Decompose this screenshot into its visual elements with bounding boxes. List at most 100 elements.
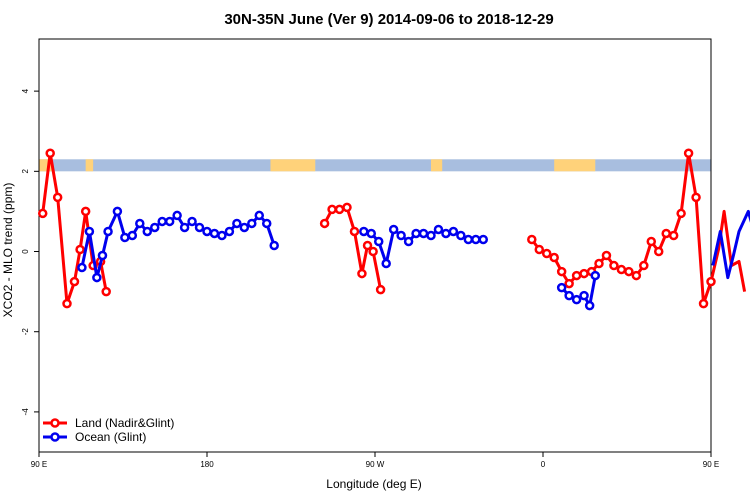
data-point: [149, 222, 160, 233]
series-layer: [37, 148, 750, 311]
legend-marker: [50, 432, 60, 442]
data-point: [112, 206, 123, 217]
data-point: [609, 260, 619, 271]
data-point: [254, 210, 265, 221]
data-point: [92, 272, 102, 283]
data-point: [224, 226, 235, 237]
data-point: [534, 244, 545, 255]
data-point: [101, 286, 111, 297]
data-point: [362, 240, 373, 251]
data-point: [691, 192, 701, 203]
data-point: [646, 236, 657, 247]
data-point: [164, 216, 175, 227]
data-point: [426, 230, 436, 241]
data-point: [327, 204, 337, 215]
data-point: [97, 250, 108, 261]
data-point: [261, 218, 272, 229]
data-point: [683, 148, 694, 159]
data-point: [403, 236, 414, 247]
data-point: [631, 270, 642, 281]
data-point: [590, 270, 601, 281]
data-point: [373, 236, 384, 247]
data-point: [564, 278, 574, 289]
series-line: [711, 209, 750, 280]
legend-label: Ocean (Glint): [75, 430, 146, 444]
data-point: [396, 230, 406, 241]
data-point: [624, 266, 634, 277]
data-point: [706, 276, 716, 287]
data-point: [418, 228, 429, 239]
data-point: [549, 252, 559, 263]
data-point: [698, 298, 709, 309]
data-point: [217, 230, 227, 241]
data-point: [84, 226, 95, 237]
data-point: [202, 226, 212, 237]
data-point: [594, 258, 604, 269]
data-point: [194, 222, 205, 233]
data-point: [157, 216, 167, 227]
data-point: [579, 268, 589, 279]
data-point: [441, 228, 451, 239]
x-tick-label: 90 W: [366, 460, 385, 469]
data-point: [433, 224, 444, 235]
land-band-segment: [431, 159, 443, 172]
land-ocean-band: [39, 159, 711, 172]
data-point: [319, 218, 330, 229]
data-point: [541, 248, 552, 259]
data-point: [239, 222, 250, 233]
data-point: [209, 228, 220, 239]
x-tick-label: 90 E: [703, 460, 719, 469]
data-point: [269, 240, 279, 251]
y-tick-label: 4: [21, 88, 30, 93]
chart-title: 30N-35N June (Ver 9) 2014-09-06 to 2018-…: [224, 11, 553, 28]
axes: 90 E 180 90 W 0 90 E -4 -2 0 2 4: [21, 88, 719, 469]
legend: Land (Nadir&Glint)Ocean (Glint): [43, 416, 174, 444]
y-tick-label: -4: [21, 408, 30, 416]
x-tick-label: 90 E: [31, 460, 47, 469]
data-point: [584, 300, 595, 311]
data-point: [653, 246, 664, 257]
data-point: [120, 232, 130, 243]
data-point: [478, 234, 489, 245]
data-point: [52, 192, 63, 203]
data-point: [247, 218, 257, 229]
data-point: [375, 284, 386, 295]
plot-area: [38, 38, 712, 453]
land-band-segment: [554, 159, 596, 172]
data-point: [463, 234, 474, 245]
data-point: [135, 218, 145, 229]
data-point: [471, 234, 481, 245]
data-point: [676, 208, 686, 219]
series-land: [37, 148, 747, 309]
y-tick-label: 2: [21, 169, 30, 174]
data-point: [368, 246, 378, 257]
data-point: [527, 234, 537, 245]
series-ocean: [77, 206, 750, 311]
series-line: [80, 209, 276, 280]
data-point: [37, 208, 48, 219]
data-point: [564, 290, 574, 301]
data-point: [69, 276, 80, 287]
ocean-band: [39, 159, 711, 172]
land-band-segment: [270, 159, 316, 172]
data-point: [571, 270, 582, 281]
data-point: [616, 264, 627, 275]
data-point: [556, 266, 567, 277]
data-point: [342, 202, 352, 213]
x-tick-label: 180: [200, 460, 214, 469]
data-point: [556, 282, 567, 293]
data-point: [62, 298, 72, 309]
data-point: [77, 262, 87, 273]
data-point: [448, 226, 459, 237]
legend-label: Land (Nadir&Glint): [75, 416, 174, 430]
data-point: [411, 228, 421, 239]
data-point: [179, 222, 190, 233]
data-point: [232, 218, 242, 229]
legend-marker: [50, 418, 60, 428]
data-point: [359, 226, 369, 237]
data-point: [366, 228, 377, 239]
data-point: [601, 250, 612, 261]
data-point: [357, 268, 367, 279]
y-tick-label: -2: [21, 328, 30, 336]
